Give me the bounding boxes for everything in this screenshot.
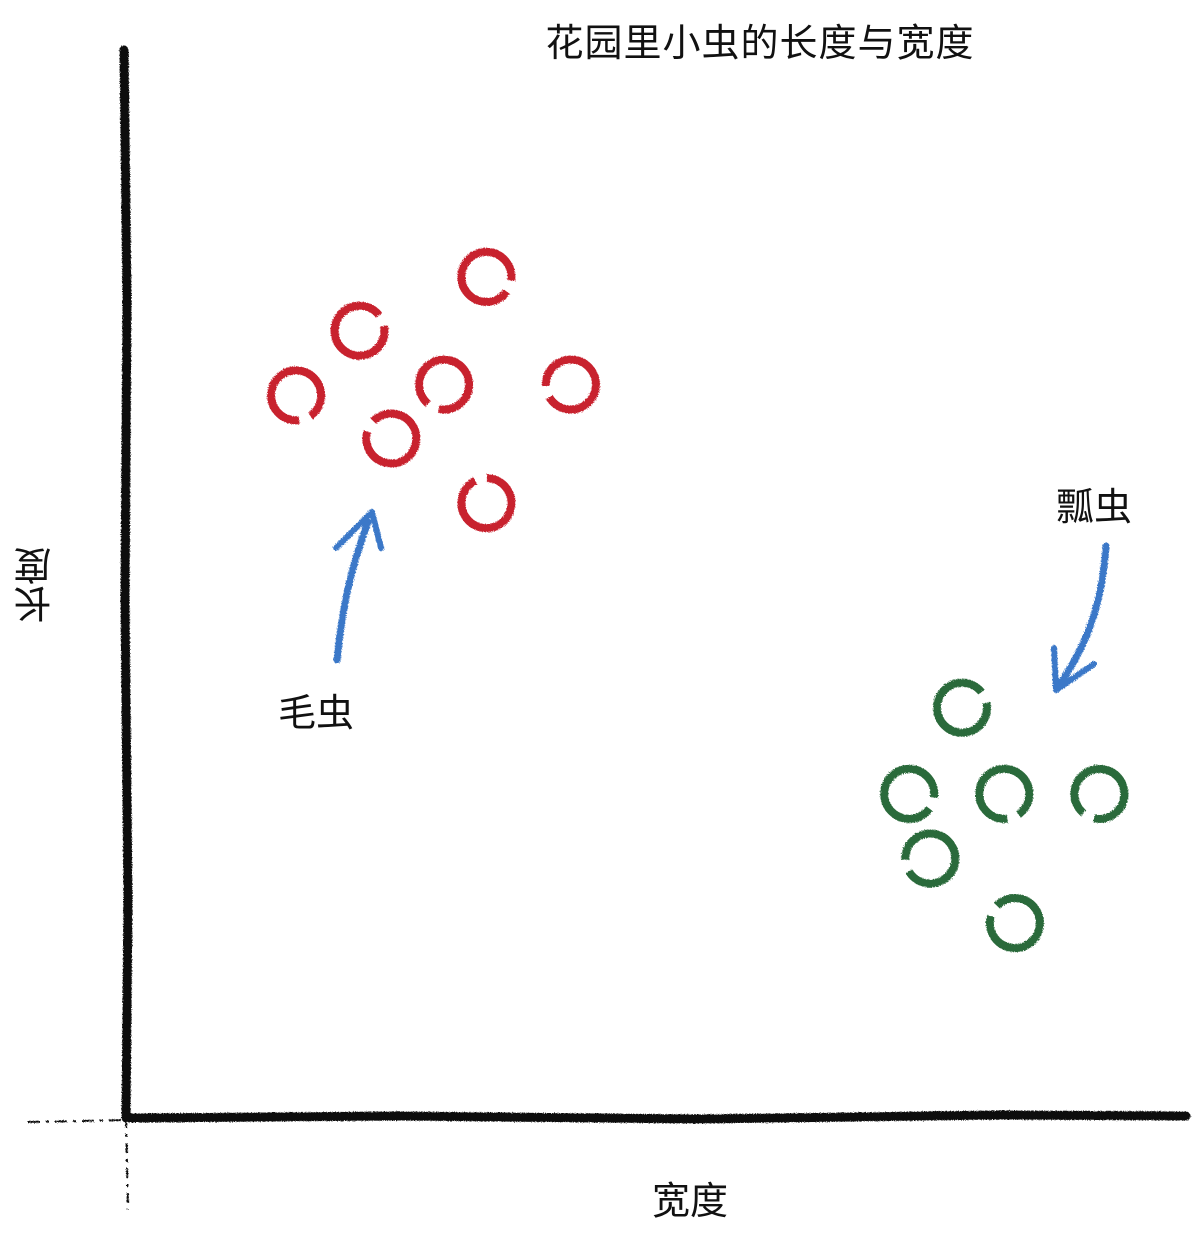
caterpillar-arrow <box>333 518 372 664</box>
chart-title: 花园里小虫的长度与宽度 <box>545 21 975 65</box>
y-axis-extension <box>125 1117 129 1211</box>
data-point <box>415 355 474 414</box>
data-point <box>457 247 516 306</box>
x-axis <box>125 1110 1191 1124</box>
annotation-arrows <box>333 509 1110 693</box>
data-point <box>880 764 939 823</box>
data-points <box>267 247 1129 953</box>
data-point <box>267 366 326 425</box>
data-point <box>457 474 516 533</box>
data-point <box>362 409 421 468</box>
caterpillar-arrowhead <box>333 509 384 551</box>
ladybug-label: 瓢虫 <box>1056 485 1133 529</box>
data-point <box>985 894 1044 953</box>
data-point <box>975 764 1034 823</box>
ladybug-arrow <box>1056 542 1110 688</box>
caterpillar-label: 毛虫 <box>278 691 355 735</box>
data-point <box>933 678 991 737</box>
y-axis-label: 长度 <box>14 547 58 623</box>
x-axis-extension <box>27 1119 131 1123</box>
series-caterpillar <box>267 247 600 533</box>
data-point <box>901 829 960 888</box>
series-ladybug <box>880 678 1129 953</box>
data-point <box>541 355 600 414</box>
y-axis <box>119 45 133 1123</box>
axes <box>27 45 1191 1211</box>
x-axis-label: 宽度 <box>651 1179 728 1223</box>
ladybug-arrowhead <box>1051 645 1097 693</box>
data-point <box>330 301 389 360</box>
data-point <box>1070 764 1129 823</box>
